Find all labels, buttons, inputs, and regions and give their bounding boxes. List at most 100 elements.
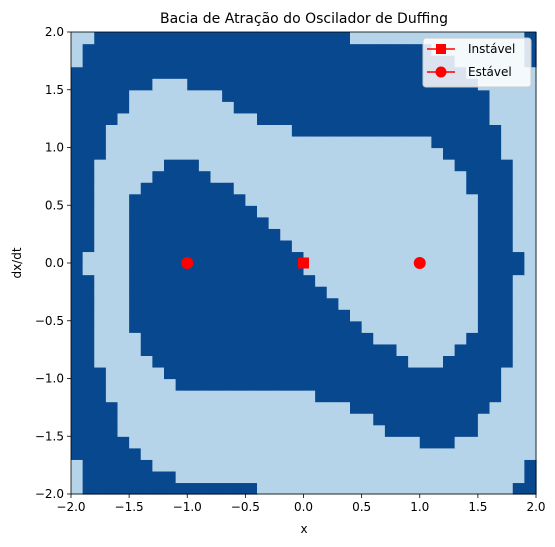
heatmap-cell <box>222 216 235 229</box>
equilibrium-markers <box>181 257 426 269</box>
heatmap-cell <box>245 413 258 426</box>
heatmap-cell <box>117 55 130 68</box>
heatmap-cell <box>140 101 153 114</box>
heatmap-cell <box>512 378 525 391</box>
heatmap-cell <box>152 366 165 380</box>
heatmap-cell <box>164 216 177 229</box>
heatmap-cell <box>338 66 351 79</box>
heatmap-cell <box>326 470 339 484</box>
heatmap-cell <box>501 332 514 345</box>
heatmap-cell <box>164 447 177 460</box>
heatmap-cell <box>361 182 374 195</box>
heatmap-cell <box>268 239 281 253</box>
heatmap-cell <box>152 355 165 368</box>
heatmap-cell <box>315 228 328 241</box>
heatmap-cell <box>71 390 84 403</box>
heatmap-cell <box>431 320 444 333</box>
heatmap-cell <box>94 228 107 241</box>
heatmap-cell <box>222 263 235 276</box>
heatmap-cell <box>257 482 270 495</box>
heatmap-cell <box>489 332 502 345</box>
heatmap-cell <box>373 424 386 437</box>
heatmap-cell <box>233 355 246 368</box>
heatmap-cell <box>501 263 514 276</box>
heatmap-cell <box>94 43 107 56</box>
heatmap-cell <box>443 239 456 253</box>
heatmap-cell <box>152 78 165 91</box>
heatmap-cell <box>431 482 444 495</box>
heatmap-cell <box>210 78 223 91</box>
heatmap-cell <box>71 66 84 79</box>
heatmap-cell <box>175 55 188 68</box>
heatmap-cell <box>257 355 270 368</box>
heatmap-cell <box>396 470 409 484</box>
heatmap-cell <box>408 297 421 310</box>
heatmap-cell <box>175 424 188 437</box>
heatmap-cell <box>129 332 142 345</box>
heatmap-cell <box>396 459 409 472</box>
heatmap-cell <box>233 193 246 206</box>
heatmap-cell <box>501 320 514 333</box>
heatmap-cell <box>419 366 432 380</box>
heatmap-cell <box>268 193 281 206</box>
heatmap-cell <box>233 112 246 125</box>
heatmap-cell <box>198 309 212 322</box>
heatmap-cell <box>466 470 479 484</box>
heatmap-cell <box>443 459 456 472</box>
heatmap-cell <box>105 239 119 253</box>
heatmap-cell <box>129 355 142 368</box>
heatmap-cell <box>210 343 223 356</box>
heatmap-cell <box>175 320 188 333</box>
heatmap-cell <box>291 124 305 137</box>
heatmap-cell <box>443 482 456 495</box>
heatmap-cell <box>233 378 246 391</box>
heatmap-cell <box>210 263 223 276</box>
heatmap-cell <box>222 447 235 460</box>
heatmap-cell <box>222 320 235 333</box>
heatmap-cell <box>129 135 142 149</box>
heatmap-cell <box>524 424 537 437</box>
heatmap-cell <box>105 182 119 195</box>
heatmap-cell <box>501 193 514 206</box>
heatmap-cell <box>245 124 258 137</box>
heatmap-cell <box>396 216 409 229</box>
heatmap-cell <box>408 55 421 68</box>
heatmap-cell <box>257 112 270 125</box>
heatmap-cell <box>419 170 432 183</box>
heatmap-cell <box>524 332 537 345</box>
heatmap-cell <box>210 459 223 472</box>
heatmap-cell <box>198 378 212 391</box>
heatmap-cell <box>94 459 107 472</box>
x-tick-label: 2.0 <box>526 500 545 514</box>
heatmap-cell <box>140 147 153 160</box>
heatmap-cell <box>408 320 421 333</box>
heatmap-cell <box>152 401 165 414</box>
heatmap-cell <box>396 89 409 102</box>
heatmap-cell <box>326 55 339 68</box>
heatmap-cell <box>477 124 491 137</box>
heatmap-cell <box>408 43 421 56</box>
heatmap-cell <box>245 135 258 149</box>
heatmap-cell <box>94 355 107 368</box>
heatmap-cell <box>291 482 305 495</box>
heatmap-cell <box>175 470 188 484</box>
heatmap-cell <box>361 332 374 345</box>
heatmap-cell <box>384 43 398 56</box>
heatmap-cell <box>477 447 491 460</box>
heatmap-cell <box>71 78 84 91</box>
heatmap-cell <box>280 32 293 45</box>
heatmap-cell <box>280 101 293 114</box>
heatmap-cell <box>245 55 258 68</box>
heatmap-cell <box>291 205 305 218</box>
heatmap-cell <box>361 170 374 183</box>
heatmap-cell <box>71 205 84 218</box>
heatmap-cell <box>105 170 119 183</box>
heatmap-cell <box>152 286 165 299</box>
heatmap-cell <box>477 482 491 495</box>
heatmap-cell <box>384 101 398 114</box>
heatmap-cell <box>71 228 84 241</box>
heatmap-cell <box>443 390 456 403</box>
heatmap-cell <box>94 135 107 149</box>
heatmap-cell <box>268 205 281 218</box>
heatmap-cell <box>384 182 398 195</box>
